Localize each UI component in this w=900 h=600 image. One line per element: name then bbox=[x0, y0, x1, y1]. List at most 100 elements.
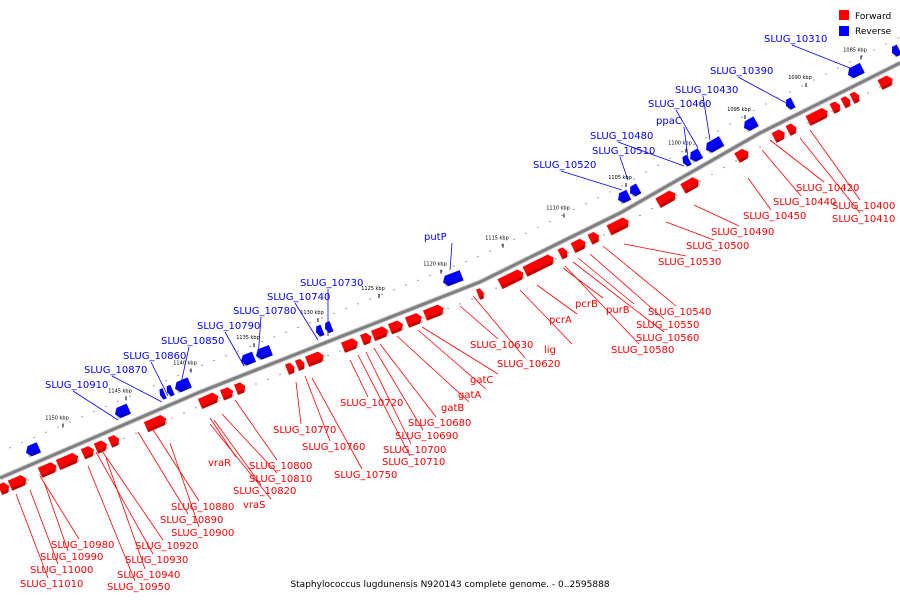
ruler-tick-label: 1145 kbp bbox=[108, 388, 132, 394]
leader-line bbox=[150, 361, 169, 397]
gene-arrow bbox=[294, 358, 305, 371]
gene-slug-10450 bbox=[785, 123, 798, 136]
leader-line bbox=[675, 109, 699, 149]
ruler-dot bbox=[273, 336, 275, 338]
ruler-dot bbox=[501, 244, 503, 246]
ruler-dot bbox=[447, 307, 449, 310]
ruler-dot bbox=[381, 293, 383, 296]
legend-forward-label: Forward bbox=[855, 12, 891, 22]
gene-gatc bbox=[387, 320, 405, 335]
ruler-dot bbox=[759, 146, 761, 148]
gene-arrow-shade bbox=[27, 449, 41, 458]
ruler-tick-label: 1085 kbp bbox=[843, 48, 867, 54]
gene-label-gatc: gatC bbox=[470, 375, 493, 386]
ruler-dot bbox=[741, 116, 743, 118]
gene-arrow bbox=[877, 75, 893, 90]
leader-line bbox=[213, 419, 262, 486]
gene-arrow bbox=[26, 442, 42, 457]
gene-arrow bbox=[570, 238, 586, 254]
gene-arrow-shade bbox=[374, 332, 389, 341]
ruler-dot bbox=[675, 194, 677, 196]
ruler-tick-label: 1090 kbp bbox=[788, 75, 812, 81]
leader-line bbox=[602, 245, 677, 307]
leader-line bbox=[221, 413, 278, 474]
gene-arrow-shade bbox=[882, 81, 895, 90]
leader-line bbox=[809, 129, 861, 201]
leader-line bbox=[373, 347, 424, 431]
ruler-dot bbox=[213, 359, 215, 362]
leader-line bbox=[43, 481, 69, 552]
gene-arrow-shade bbox=[1, 488, 11, 495]
ruler-dot bbox=[39, 474, 41, 476]
gene-arrow-shade bbox=[850, 70, 864, 80]
gene-label-gata: gatA bbox=[458, 390, 481, 401]
ruler-dot bbox=[495, 287, 497, 289]
gene-label-slug-10400: SLUG_10400 bbox=[832, 201, 895, 212]
leader-line bbox=[519, 289, 573, 345]
gene-arrow bbox=[840, 96, 851, 109]
gene-arrow bbox=[175, 377, 192, 393]
gene-label-slug-10550: SLUG_10550 bbox=[636, 320, 699, 331]
gene-label-slug-10560: SLUG_10560 bbox=[636, 333, 699, 344]
gene-label-slug-10630: SLUG_10630 bbox=[470, 340, 533, 351]
gene-arrow bbox=[316, 324, 325, 337]
gene-label-layer: SLUG_10310 SLUG_10390 SLUG_10430 SLUG_10460… bbox=[20, 34, 895, 593]
gene-arrow-shade bbox=[632, 190, 641, 198]
ruler-dot bbox=[621, 185, 623, 187]
leader-line bbox=[702, 95, 711, 141]
ruler-dot bbox=[717, 130, 719, 132]
gene-arrow-shade bbox=[479, 295, 485, 300]
leader-line bbox=[572, 261, 665, 333]
gene-arrow-shade bbox=[97, 446, 109, 454]
genome-caption: Staphylococcus lugdunensis N920143 compl… bbox=[290, 580, 609, 590]
gene-slug-10540 bbox=[606, 217, 631, 236]
ruler-dot bbox=[93, 410, 95, 413]
gene-arrow bbox=[805, 108, 828, 126]
gene-slug-10620 bbox=[422, 304, 445, 321]
gene-arrow bbox=[892, 44, 900, 57]
backbone-layer bbox=[0, 60, 900, 481]
gene-arrow-shade bbox=[84, 452, 96, 459]
gene-arrow bbox=[422, 304, 444, 321]
gene-label-slug-10460: SLUG_10460 bbox=[648, 99, 711, 110]
gene-label-slug-10440: SLUG_10440 bbox=[773, 197, 836, 208]
gene-arrow-shade bbox=[391, 326, 405, 335]
ruler-dot bbox=[813, 79, 815, 81]
gene-arrow-shade bbox=[317, 332, 324, 338]
ruler-dot bbox=[525, 232, 527, 234]
gene-label-slug-10980: SLUG_10980 bbox=[51, 540, 114, 551]
ruler-dot bbox=[489, 250, 491, 252]
ruler-dot bbox=[321, 317, 323, 319]
ruler-dot bbox=[453, 265, 455, 267]
ruler-dot bbox=[285, 331, 287, 333]
gene-slug-10630 bbox=[404, 313, 423, 328]
gene-ppac bbox=[690, 148, 704, 164]
ruler-dot bbox=[339, 350, 341, 352]
gene-label-slug-10420: SLUG_10420 bbox=[796, 183, 859, 194]
ruler-dot bbox=[633, 178, 635, 180]
gene-label-vrar: vraR bbox=[208, 458, 231, 469]
gene-arrow-shade bbox=[739, 154, 751, 163]
gene-arrow bbox=[404, 313, 422, 328]
leader-line bbox=[304, 375, 331, 442]
ruler-dot bbox=[219, 397, 221, 399]
gene-arrow bbox=[618, 189, 632, 204]
leader-line bbox=[234, 399, 278, 461]
gene-arrow-shade bbox=[810, 113, 830, 126]
ruler-dot bbox=[879, 86, 881, 88]
gene-arrow bbox=[7, 475, 27, 491]
ruler-dot bbox=[729, 123, 731, 125]
gene-label-slug-10730: SLUG_10730 bbox=[300, 278, 363, 289]
gene-slug-10550 bbox=[587, 231, 601, 245]
gene-arrow-shade bbox=[116, 411, 131, 420]
gene-slug-10700 bbox=[294, 358, 306, 371]
legend-reverse-swatch bbox=[839, 26, 849, 36]
ruler-dot bbox=[705, 137, 707, 139]
gene-gatb bbox=[359, 332, 373, 346]
ruler-dot bbox=[195, 407, 197, 409]
gene-slug-10420b bbox=[829, 101, 842, 114]
gene-arrow-shade bbox=[527, 260, 556, 277]
ruler-dot bbox=[183, 412, 185, 414]
legend: Forward Reverse bbox=[839, 10, 892, 37]
